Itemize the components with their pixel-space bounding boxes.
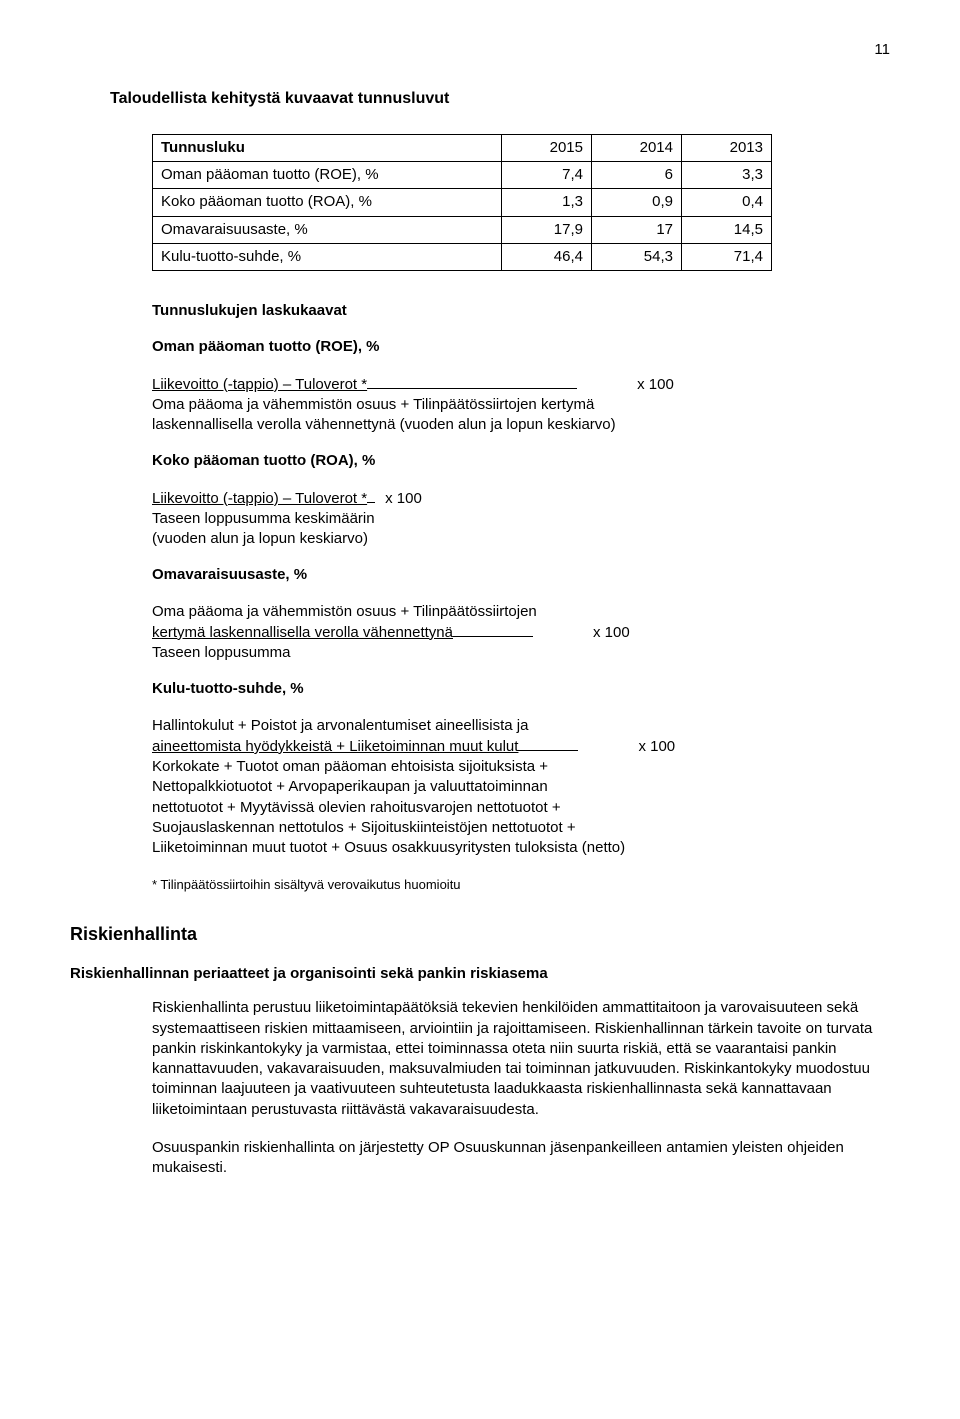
cell: 6 (592, 162, 682, 189)
cell: 7,4 (502, 162, 592, 189)
cell: 0,9 (592, 189, 682, 216)
row-label: Omavaraisuusaste, % (153, 216, 502, 243)
cost-formula: Hallintokulut + Poistot ja arvonalentumi… (152, 716, 890, 859)
table-header-label: Tunnusluku (153, 134, 502, 161)
cost-denom2: Nettopalkkiotuotot + Arvopaperikaupan ja… (152, 777, 890, 797)
cost-x100: x 100 (638, 737, 675, 757)
table-row: Oman pääoman tuotto (ROE), % 7,4 6 3,3 (153, 162, 772, 189)
cost-denom5: Liiketoiminnan muut tuotot + Osuus osakk… (152, 838, 890, 858)
cost-denom3: nettotuotot + Myytävissä olevien rahoitu… (152, 798, 890, 818)
table-row: Koko pääoman tuotto (ROA), % 1,3 0,9 0,4 (153, 189, 772, 216)
key-figures-table: Tunnusluku 2015 2014 2013 Oman pääoman t… (152, 134, 890, 271)
cell: 46,4 (502, 243, 592, 270)
equity-title: Omavaraisuusaste, % (152, 565, 890, 585)
roa-title: Koko pääoman tuotto (ROA), % (152, 451, 890, 471)
equity-x100: x 100 (593, 623, 630, 643)
underline-fill (367, 374, 577, 389)
cell: 3,3 (682, 162, 772, 189)
underline-fill (518, 736, 578, 751)
cost-line1: Hallintokulut + Poistot ja arvonalentumi… (152, 716, 890, 736)
roe-formula: Liikevoitto (-tappio) – Tuloverot * x 10… (152, 374, 890, 436)
table-year-2: 2013 (682, 134, 772, 161)
cell: 71,4 (682, 243, 772, 270)
cell: 54,3 (592, 243, 682, 270)
equity-numerator: kertymä laskennallisella verolla vähenne… (152, 623, 453, 643)
roe-title: Oman pääoman tuotto (ROE), % (152, 337, 890, 357)
roe-x100: x 100 (637, 375, 674, 395)
cell: 1,3 (502, 189, 592, 216)
roe-denom2: laskennallisella verolla vähennettynä (v… (152, 415, 890, 435)
roa-denom2: (vuoden alun ja lopun keskiarvo) (152, 529, 890, 549)
table-year-1: 2014 (592, 134, 682, 161)
cell: 17 (592, 216, 682, 243)
cost-denom1: Korkokate + Tuotot oman pääoman ehtoisis… (152, 757, 890, 777)
roe-denom1: Oma pääoma ja vähemmistön osuus + Tilinp… (152, 395, 890, 415)
formulas-heading: Tunnuslukujen laskukaavat (152, 301, 890, 321)
cost-denom4: Suojauslaskennan nettotulos + Sijoituski… (152, 818, 890, 838)
table-year-0: 2015 (502, 134, 592, 161)
risk-para1: Riskienhallinta perustuu liiketoimintapä… (152, 998, 890, 1120)
table-row: Omavaraisuusaste, % 17,9 17 14,5 (153, 216, 772, 243)
roe-numerator: Liikevoitto (-tappio) – Tuloverot * (152, 375, 367, 395)
equity-formula: Oma pääoma ja vähemmistön osuus + Tilinp… (152, 602, 890, 664)
equity-line1: Oma pääoma ja vähemmistön osuus + Tilinp… (152, 602, 890, 622)
risk-para2: Osuuspankin riskienhallinta on järjestet… (152, 1138, 890, 1179)
cell: 14,5 (682, 216, 772, 243)
roa-numerator: Liikevoitto (-tappio) – Tuloverot * (152, 489, 367, 509)
table-row: Kulu-tuotto-suhde, % 46,4 54,3 71,4 (153, 243, 772, 270)
row-label: Oman pääoman tuotto (ROE), % (153, 162, 502, 189)
roa-x100: x 100 (385, 489, 422, 509)
equity-denom: Taseen loppusumma (152, 643, 890, 663)
cell: 17,9 (502, 216, 592, 243)
page-number: 11 (110, 40, 890, 60)
cost-numerator: aineettomista hyödykkeistä + Liiketoimin… (152, 737, 518, 757)
cost-title: Kulu-tuotto-suhde, % (152, 679, 890, 699)
underline-fill (453, 622, 533, 637)
cell: 0,4 (682, 189, 772, 216)
page-title: Taloudellista kehitystä kuvaavat tunnusl… (110, 88, 890, 110)
risk-subheading: Riskienhallinnan periaatteet ja organiso… (70, 964, 890, 984)
roa-denom1: Taseen loppusumma keskimäärin (152, 509, 890, 529)
roa-formula: Liikevoitto (-tappio) – Tuloverot * x 10… (152, 488, 890, 550)
underline-fill (367, 488, 375, 503)
risk-heading: Riskienhallinta (70, 922, 890, 946)
row-label: Koko pääoman tuotto (ROA), % (153, 189, 502, 216)
footnote: * Tilinpäätössiirtoihin sisältyvä verova… (152, 876, 890, 894)
row-label: Kulu-tuotto-suhde, % (153, 243, 502, 270)
